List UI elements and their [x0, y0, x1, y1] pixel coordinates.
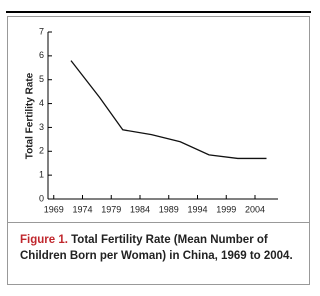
y-tick-label: 5: [39, 74, 44, 84]
x-tick-label: 1974: [72, 204, 92, 214]
y-tick-label: 7: [39, 26, 44, 36]
y-tick-label: 1: [39, 170, 44, 180]
y-tick-label: 6: [39, 50, 44, 60]
x-tick-label: 1969: [44, 204, 64, 214]
caption-label: Figure 1.: [20, 234, 68, 246]
y-tick-label: 3: [39, 122, 44, 132]
x-tick-label: 2004: [245, 204, 265, 214]
caption: Figure 1. Total Fertility Rate (Mean Num…: [20, 232, 300, 264]
x-tick-label: 1984: [130, 204, 150, 214]
x-tick-label: 1989: [159, 204, 179, 214]
x-tick-label: 1994: [187, 204, 207, 214]
y-axis-label: Total Fertility Rate: [25, 72, 36, 159]
y-tick-label: 2: [39, 146, 44, 156]
panel-border: [7, 16, 310, 285]
y-tick-label: 0: [39, 193, 44, 203]
x-tick-label: 1979: [101, 204, 121, 214]
data-line: [70, 60, 267, 160]
x-tick-label: 1999: [216, 204, 236, 214]
caption-text: Total Fertility Rate (Mean Number of Chi…: [20, 234, 293, 262]
y-tick-label: 4: [39, 98, 44, 108]
